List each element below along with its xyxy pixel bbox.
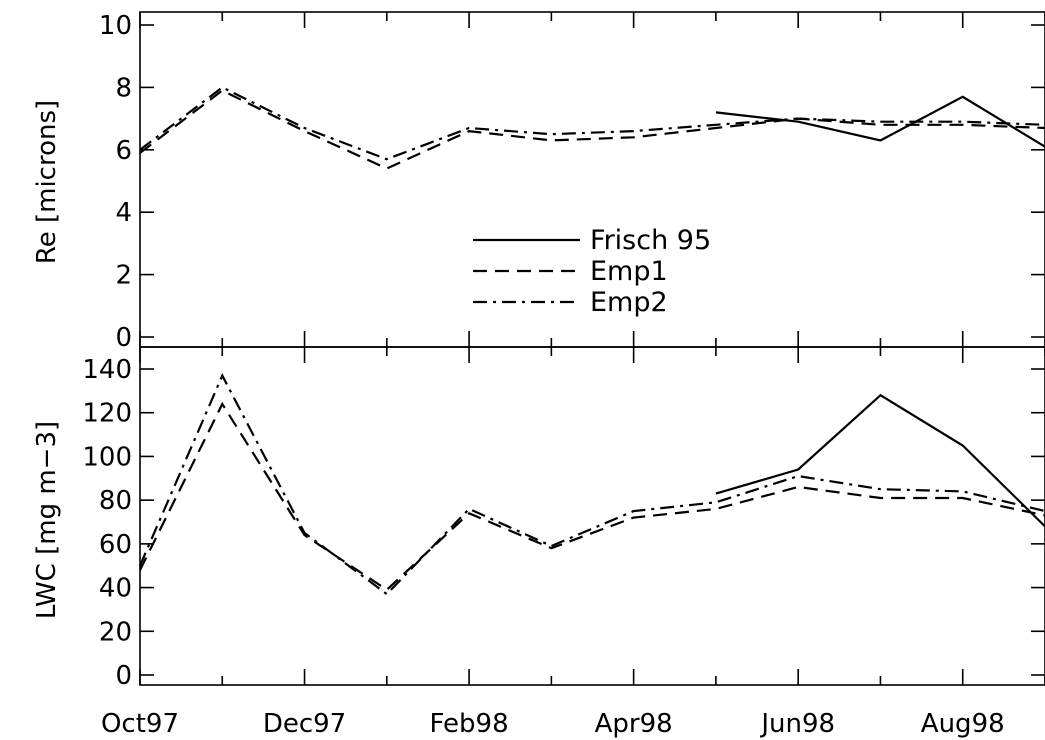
lwc-y-tick-label: 80 [99,486,132,516]
x-tick-label: Jun98 [759,709,835,739]
x-tick-label: Feb98 [430,709,509,739]
lwc-series-emp1 [139,401,1045,592]
legend-label-frisch95: Frisch 95 [590,225,711,256]
lwc-y-tick-label: 140 [82,355,132,385]
lwc-y-tick-label: 100 [82,442,132,472]
x-tick-label: Apr98 [595,709,673,739]
lwc-y-tick-label: 120 [82,399,132,429]
lwc-y-tick-label: 60 [99,530,132,560]
legend-label-emp1: Emp1 [590,256,668,287]
x-tick-label: Dec97 [263,709,346,739]
legend: Frisch 95 Emp1 Emp2 [473,225,711,318]
lwc-series-emp2 [138,373,1045,596]
x-tick-label: Oct97 [101,709,179,739]
lwc-panel-frame [139,346,1045,686]
re-y-tick-label: 10 [99,11,132,41]
re-y-tick-label: 6 [115,136,132,166]
lwc-series-frisch95 [715,393,1045,528]
re-y-tick-label: 2 [115,261,132,291]
lwc-y-tick-label: 20 [99,617,132,647]
legend-label-emp2: Emp2 [590,287,668,318]
re-y-tick-label: 0 [115,323,132,353]
re-y-tick-label: 8 [115,73,132,103]
re-series-emp1 [139,89,1045,170]
lwc-y-axis-label: LWC [mg m−3] [32,421,62,619]
lwc-y-tick-label: 0 [115,661,132,691]
re-y-tick-label: 4 [115,198,132,228]
re-series-emp2 [139,86,1045,161]
re-series-frisch95 [715,95,1045,148]
lwc-y-tick-label: 40 [99,574,132,604]
x-tick-label: Aug98 [921,709,1005,739]
re-y-axis-label: Re [microns] [32,100,62,264]
